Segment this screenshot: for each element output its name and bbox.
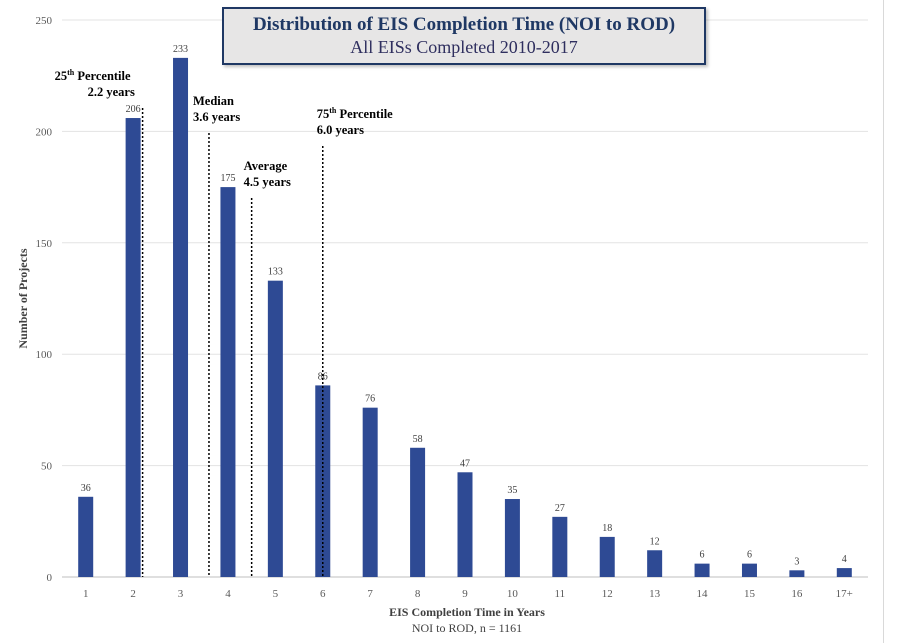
reference-label: Median (193, 94, 234, 108)
reference-label: 25th Percentile (55, 68, 131, 83)
bar (267, 280, 283, 577)
data-label: 6 (747, 550, 752, 561)
data-label: 206 (126, 104, 141, 115)
data-label: 58 (413, 434, 423, 445)
bar (741, 563, 757, 577)
x-tick-label: 17+ (836, 588, 853, 600)
reference-value: 6.0 years (317, 123, 364, 137)
bar (647, 550, 663, 577)
x-tick-label: 16 (791, 588, 803, 600)
x-tick-label: 12 (602, 588, 613, 600)
reference-value: 4.5 years (244, 175, 291, 189)
data-label: 3 (794, 556, 799, 567)
chart-subtitle: All EISs Completed 2010-2017 (350, 37, 578, 57)
y-tick-label: 200 (36, 126, 53, 138)
bar (552, 516, 568, 577)
x-tick-label: 6 (320, 588, 326, 600)
data-label: 4 (842, 554, 847, 565)
data-label: 18 (602, 523, 612, 534)
x-tick-label: 7 (367, 588, 373, 600)
x-tick-label: 10 (507, 588, 519, 600)
reference-label: 75th Percentile (317, 106, 393, 121)
data-label: 36 (81, 483, 91, 494)
y-axis-title: Number of Projects (16, 248, 30, 349)
data-label: 86 (318, 371, 328, 382)
bar (504, 499, 520, 577)
x-tick-label: 5 (273, 588, 279, 600)
reference-value: 2.2 years (88, 85, 135, 99)
x-axis-title: EIS Completion Time in Years (389, 605, 545, 619)
data-label: 47 (460, 458, 470, 469)
x-tick-label: 4 (225, 588, 231, 600)
bar (789, 570, 805, 577)
x-tick-label: 11 (555, 588, 566, 600)
bar (362, 407, 378, 577)
data-label: 175 (220, 173, 235, 184)
data-label: 133 (268, 267, 283, 278)
bar (694, 563, 710, 577)
chart-title: Distribution of EIS Completion Time (NOI… (252, 14, 676, 35)
y-tick-label: 250 (36, 15, 53, 27)
bar (410, 447, 426, 577)
x-tick-label: 14 (697, 588, 709, 600)
x-tick-label: 8 (415, 588, 421, 600)
title-box: Distribution of EIS Completion Time (NOI… (222, 7, 706, 65)
bar (315, 385, 331, 577)
y-tick-label: 150 (36, 238, 53, 250)
bar (173, 57, 189, 578)
bar (599, 536, 615, 577)
x-tick-label: 9 (462, 588, 468, 600)
x-tick-label: 3 (178, 588, 184, 600)
data-label: 76 (365, 394, 375, 405)
y-tick-label: 50 (41, 461, 53, 473)
bar (836, 568, 852, 577)
bar (457, 472, 473, 577)
y-tick-label: 100 (36, 349, 53, 361)
x-tick-label: 15 (744, 588, 756, 600)
data-label: 27 (555, 503, 565, 514)
data-label: 233 (173, 44, 188, 55)
reference-value: 3.6 years (193, 110, 240, 124)
bar (220, 187, 236, 577)
bar (125, 118, 141, 578)
data-label: 6 (700, 550, 705, 561)
bar (78, 496, 94, 577)
data-label: 35 (507, 485, 517, 496)
data-label: 12 (650, 536, 660, 547)
frame-edge (883, 0, 884, 643)
x-tick-label: 2 (130, 588, 136, 600)
x-tick-label: 1 (83, 588, 89, 600)
reference-label: Average (244, 159, 288, 173)
x-tick-label: 13 (649, 588, 661, 600)
x-axis-subtitle: NOI to ROD, n = 1161 (412, 621, 522, 635)
y-tick-label: 0 (47, 572, 53, 584)
